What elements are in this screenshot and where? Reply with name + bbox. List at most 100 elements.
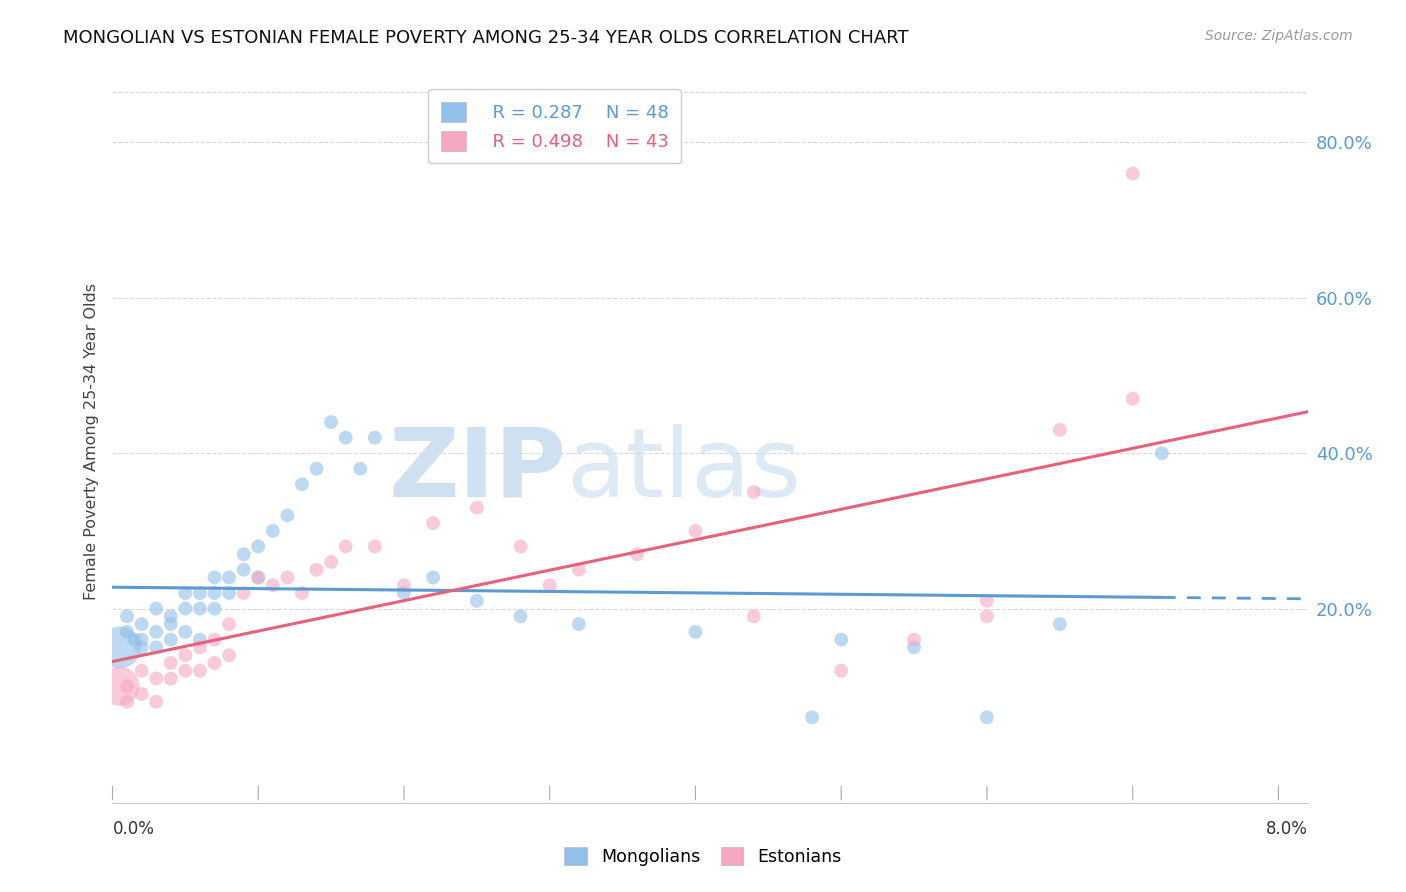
Point <box>159 609 181 624</box>
Point <box>976 594 998 608</box>
Point <box>568 563 591 577</box>
Point <box>685 524 707 538</box>
Legend:   R = 0.287    N = 48,   R = 0.498    N = 43: R = 0.287 N = 48, R = 0.498 N = 43 <box>429 89 681 163</box>
Point <box>188 640 211 655</box>
Point <box>422 516 444 530</box>
Point <box>159 617 181 632</box>
Point <box>131 632 153 647</box>
Point <box>291 477 314 491</box>
Point <box>1150 446 1173 460</box>
Point <box>174 648 197 663</box>
Point <box>115 609 138 624</box>
Point <box>218 648 240 663</box>
Point <box>188 601 211 615</box>
Point <box>145 624 167 639</box>
Point <box>174 624 197 639</box>
Point <box>247 540 270 554</box>
Point <box>319 555 342 569</box>
Text: ZIP: ZIP <box>388 424 567 517</box>
Point <box>538 578 561 592</box>
Point <box>145 640 167 655</box>
Point <box>145 601 167 615</box>
Point <box>159 632 181 647</box>
Point <box>188 664 211 678</box>
Point <box>232 563 254 577</box>
Point <box>392 586 415 600</box>
Text: Source: ZipAtlas.com: Source: ZipAtlas.com <box>1205 29 1353 43</box>
Point <box>1122 392 1144 406</box>
Point <box>364 540 387 554</box>
Point <box>291 586 314 600</box>
Point <box>364 431 387 445</box>
Point <box>276 508 298 523</box>
Point <box>204 586 226 600</box>
Point <box>218 617 240 632</box>
Point <box>159 672 181 686</box>
Point <box>204 656 226 670</box>
Point <box>145 695 167 709</box>
Point <box>124 632 146 647</box>
Point <box>830 632 852 647</box>
Point <box>232 547 254 561</box>
Point <box>568 617 591 632</box>
Text: MONGOLIAN VS ESTONIAN FEMALE POVERTY AMONG 25-34 YEAR OLDS CORRELATION CHART: MONGOLIAN VS ESTONIAN FEMALE POVERTY AMO… <box>63 29 908 46</box>
Point <box>174 601 197 615</box>
Legend: Mongolians, Estonians: Mongolians, Estonians <box>557 840 849 872</box>
Point <box>262 578 284 592</box>
Text: 8.0%: 8.0% <box>1265 820 1308 838</box>
Point <box>174 664 197 678</box>
Point <box>218 570 240 584</box>
Text: atlas: atlas <box>567 424 801 517</box>
Point <box>319 415 342 429</box>
Point <box>801 710 824 724</box>
Point <box>742 609 765 624</box>
Point <box>392 578 415 592</box>
Point <box>465 594 488 608</box>
Point <box>305 563 328 577</box>
Point <box>174 586 197 600</box>
Point <box>188 586 211 600</box>
Point <box>204 601 226 615</box>
Point <box>204 570 226 584</box>
Point <box>115 679 138 693</box>
Point <box>131 687 153 701</box>
Point <box>509 609 531 624</box>
Text: 0.0%: 0.0% <box>112 820 155 838</box>
Point <box>276 570 298 584</box>
Point <box>131 664 153 678</box>
Point <box>188 632 211 647</box>
Point <box>1049 423 1071 437</box>
Y-axis label: Female Poverty Among 25-34 Year Olds: Female Poverty Among 25-34 Year Olds <box>83 283 98 600</box>
Point <box>108 640 131 655</box>
Point <box>349 461 371 475</box>
Point <box>422 570 444 584</box>
Point <box>115 695 138 709</box>
Point <box>262 524 284 538</box>
Point <box>626 547 648 561</box>
Point <box>115 624 138 639</box>
Point <box>305 461 328 475</box>
Point <box>131 617 153 632</box>
Point <box>131 640 153 655</box>
Point <box>976 609 998 624</box>
Point <box>335 431 357 445</box>
Point <box>335 540 357 554</box>
Point <box>218 586 240 600</box>
Point <box>159 656 181 670</box>
Point <box>108 679 131 693</box>
Point <box>903 640 925 655</box>
Point <box>976 710 998 724</box>
Point <box>830 664 852 678</box>
Point <box>204 632 226 647</box>
Point <box>1122 167 1144 181</box>
Point <box>742 485 765 500</box>
Point <box>1049 617 1071 632</box>
Point <box>685 624 707 639</box>
Point <box>903 632 925 647</box>
Point <box>247 570 270 584</box>
Point <box>232 586 254 600</box>
Point <box>465 500 488 515</box>
Point <box>247 570 270 584</box>
Point <box>509 540 531 554</box>
Point <box>145 672 167 686</box>
